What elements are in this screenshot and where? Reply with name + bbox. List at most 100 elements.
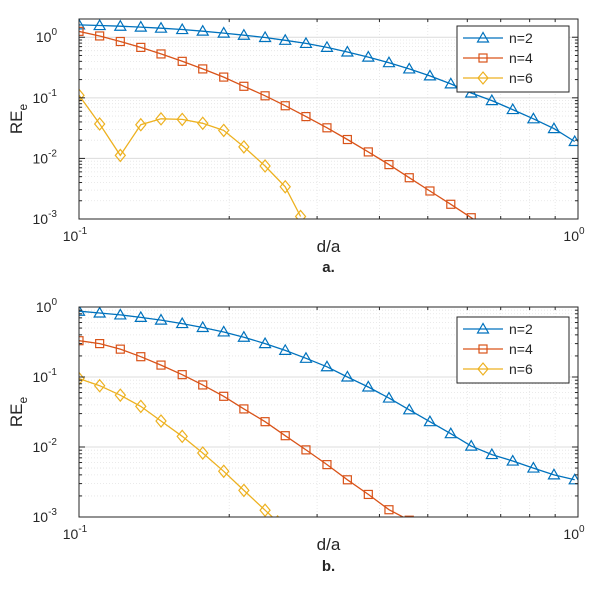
data-point-n=2	[113, 308, 127, 320]
data-point-n=4	[384, 505, 394, 515]
data-point-n=6	[93, 378, 106, 393]
data-point-n=4	[79, 336, 84, 346]
data-point-n=6	[217, 123, 230, 138]
y-axis-label: REe	[7, 397, 30, 428]
data-point-n=4	[95, 31, 105, 41]
data-point-n=2	[402, 403, 416, 415]
y-tick-label: 100	[36, 27, 58, 45]
x-tick-label: 100	[563, 226, 585, 244]
data-point-n=2	[402, 62, 416, 74]
data-point-n=6	[217, 464, 230, 479]
data-point-n=4	[115, 36, 125, 47]
data-point-n=6	[238, 483, 250, 498]
data-point-n=2	[299, 36, 313, 49]
data-point-n=6	[259, 503, 271, 517]
data-point-n=2	[320, 40, 334, 52]
data-point-n=4	[280, 101, 290, 111]
data-point-n=6	[79, 88, 85, 103]
data-point-n=2	[154, 21, 168, 33]
data-point-n=6	[196, 446, 209, 460]
legend-marker-n=6	[477, 71, 489, 85]
data-point-n=6	[275, 515, 280, 517]
data-point-n=4	[115, 344, 125, 354]
axes-box	[78, 18, 579, 220]
data-point-n=4	[239, 81, 249, 91]
data-point-n=4	[415, 522, 423, 530]
data-point-n=2	[506, 102, 520, 115]
series-line-n=4	[79, 30, 475, 219]
data-point-n=4	[301, 111, 311, 122]
data-point-n=6	[279, 179, 292, 194]
legend-label-n=4: n=4	[509, 50, 533, 66]
x-tick-label: 10-1	[63, 226, 88, 244]
data-point-n=4	[342, 475, 352, 485]
data-point-n=4	[198, 380, 208, 390]
legend-label-n=2: n=2	[509, 30, 533, 46]
data-point-n=6	[294, 209, 307, 219]
data-point-n=2	[506, 454, 520, 466]
data-point-n=2	[444, 426, 458, 439]
data-point-n=2	[361, 380, 375, 392]
data-point-n=2	[423, 414, 437, 427]
data-point-n=2	[382, 56, 396, 68]
data-point-n=2	[237, 28, 251, 40]
y-tick-label: 100	[36, 297, 58, 315]
series-line-n=2	[79, 24, 576, 143]
data-point-n=6	[238, 139, 250, 154]
data-point-n=6	[135, 117, 147, 132]
data-point-n=4	[280, 431, 290, 441]
data-point-n=2	[196, 24, 210, 36]
panel-a: 10-1 100 10-3 10-2 10-1 100 d/a REe a. n=2 n=4 n=6	[7, 18, 585, 276]
data-point-n=2	[340, 370, 354, 382]
x-axis-label: d/a	[317, 535, 341, 554]
data-point-n=4	[446, 199, 456, 209]
data-point-n=2	[568, 134, 578, 147]
data-point-n=6	[155, 111, 167, 126]
legend-box	[456, 25, 570, 93]
legend-label-n=6: n=6	[509, 70, 533, 86]
x-axis-label: d/a	[317, 237, 341, 256]
data-point-n=4	[425, 186, 435, 196]
y-tick-label: 10-1	[33, 88, 58, 106]
data-point-n=4	[322, 460, 332, 470]
y-tick-label: 10-2	[33, 437, 58, 455]
data-point-n=6	[176, 112, 188, 127]
data-point-n=2	[258, 336, 272, 349]
data-point-n=4	[177, 56, 187, 66]
data-point-n=4	[260, 417, 270, 427]
series-group	[79, 19, 578, 219]
data-point-n=4	[322, 123, 332, 133]
data-point-n=4	[95, 339, 105, 349]
data-point-n=2	[175, 316, 189, 329]
data-point-n=6	[259, 159, 271, 173]
data-point-n=4	[79, 26, 84, 36]
data-point-n=2	[237, 330, 251, 342]
y-tick-label: 10-1	[33, 367, 58, 385]
legend-marker-n=4	[478, 344, 488, 354]
y-tick-label: 10-3	[33, 209, 58, 227]
data-point-n=2	[258, 30, 272, 43]
data-point-n=2	[196, 320, 210, 333]
data-point-n=6	[135, 399, 147, 414]
data-point-n=4	[404, 515, 414, 517]
panel-label: a.	[322, 259, 335, 276]
data-point-n=4	[384, 160, 394, 170]
data-point-n=2	[547, 121, 561, 134]
data-point-n=6	[93, 117, 106, 131]
legend-label-n=6: n=6	[509, 361, 533, 377]
data-point-n=2	[93, 19, 107, 31]
data-point-n=6	[155, 414, 167, 428]
data-point-n=2	[134, 20, 148, 32]
data-point-n=2	[464, 439, 478, 451]
data-point-n=2	[547, 468, 561, 480]
legend-label-n=4: n=4	[509, 341, 533, 357]
data-point-n=2	[340, 45, 354, 57]
data-point-n=2	[113, 19, 127, 31]
data-point-n=4	[239, 404, 249, 414]
data-point-n=4	[198, 64, 208, 74]
data-point-n=2	[134, 310, 148, 323]
x-tick-label: 100	[563, 524, 585, 542]
data-point-n=2	[485, 447, 499, 460]
data-point-n=2	[568, 473, 578, 485]
